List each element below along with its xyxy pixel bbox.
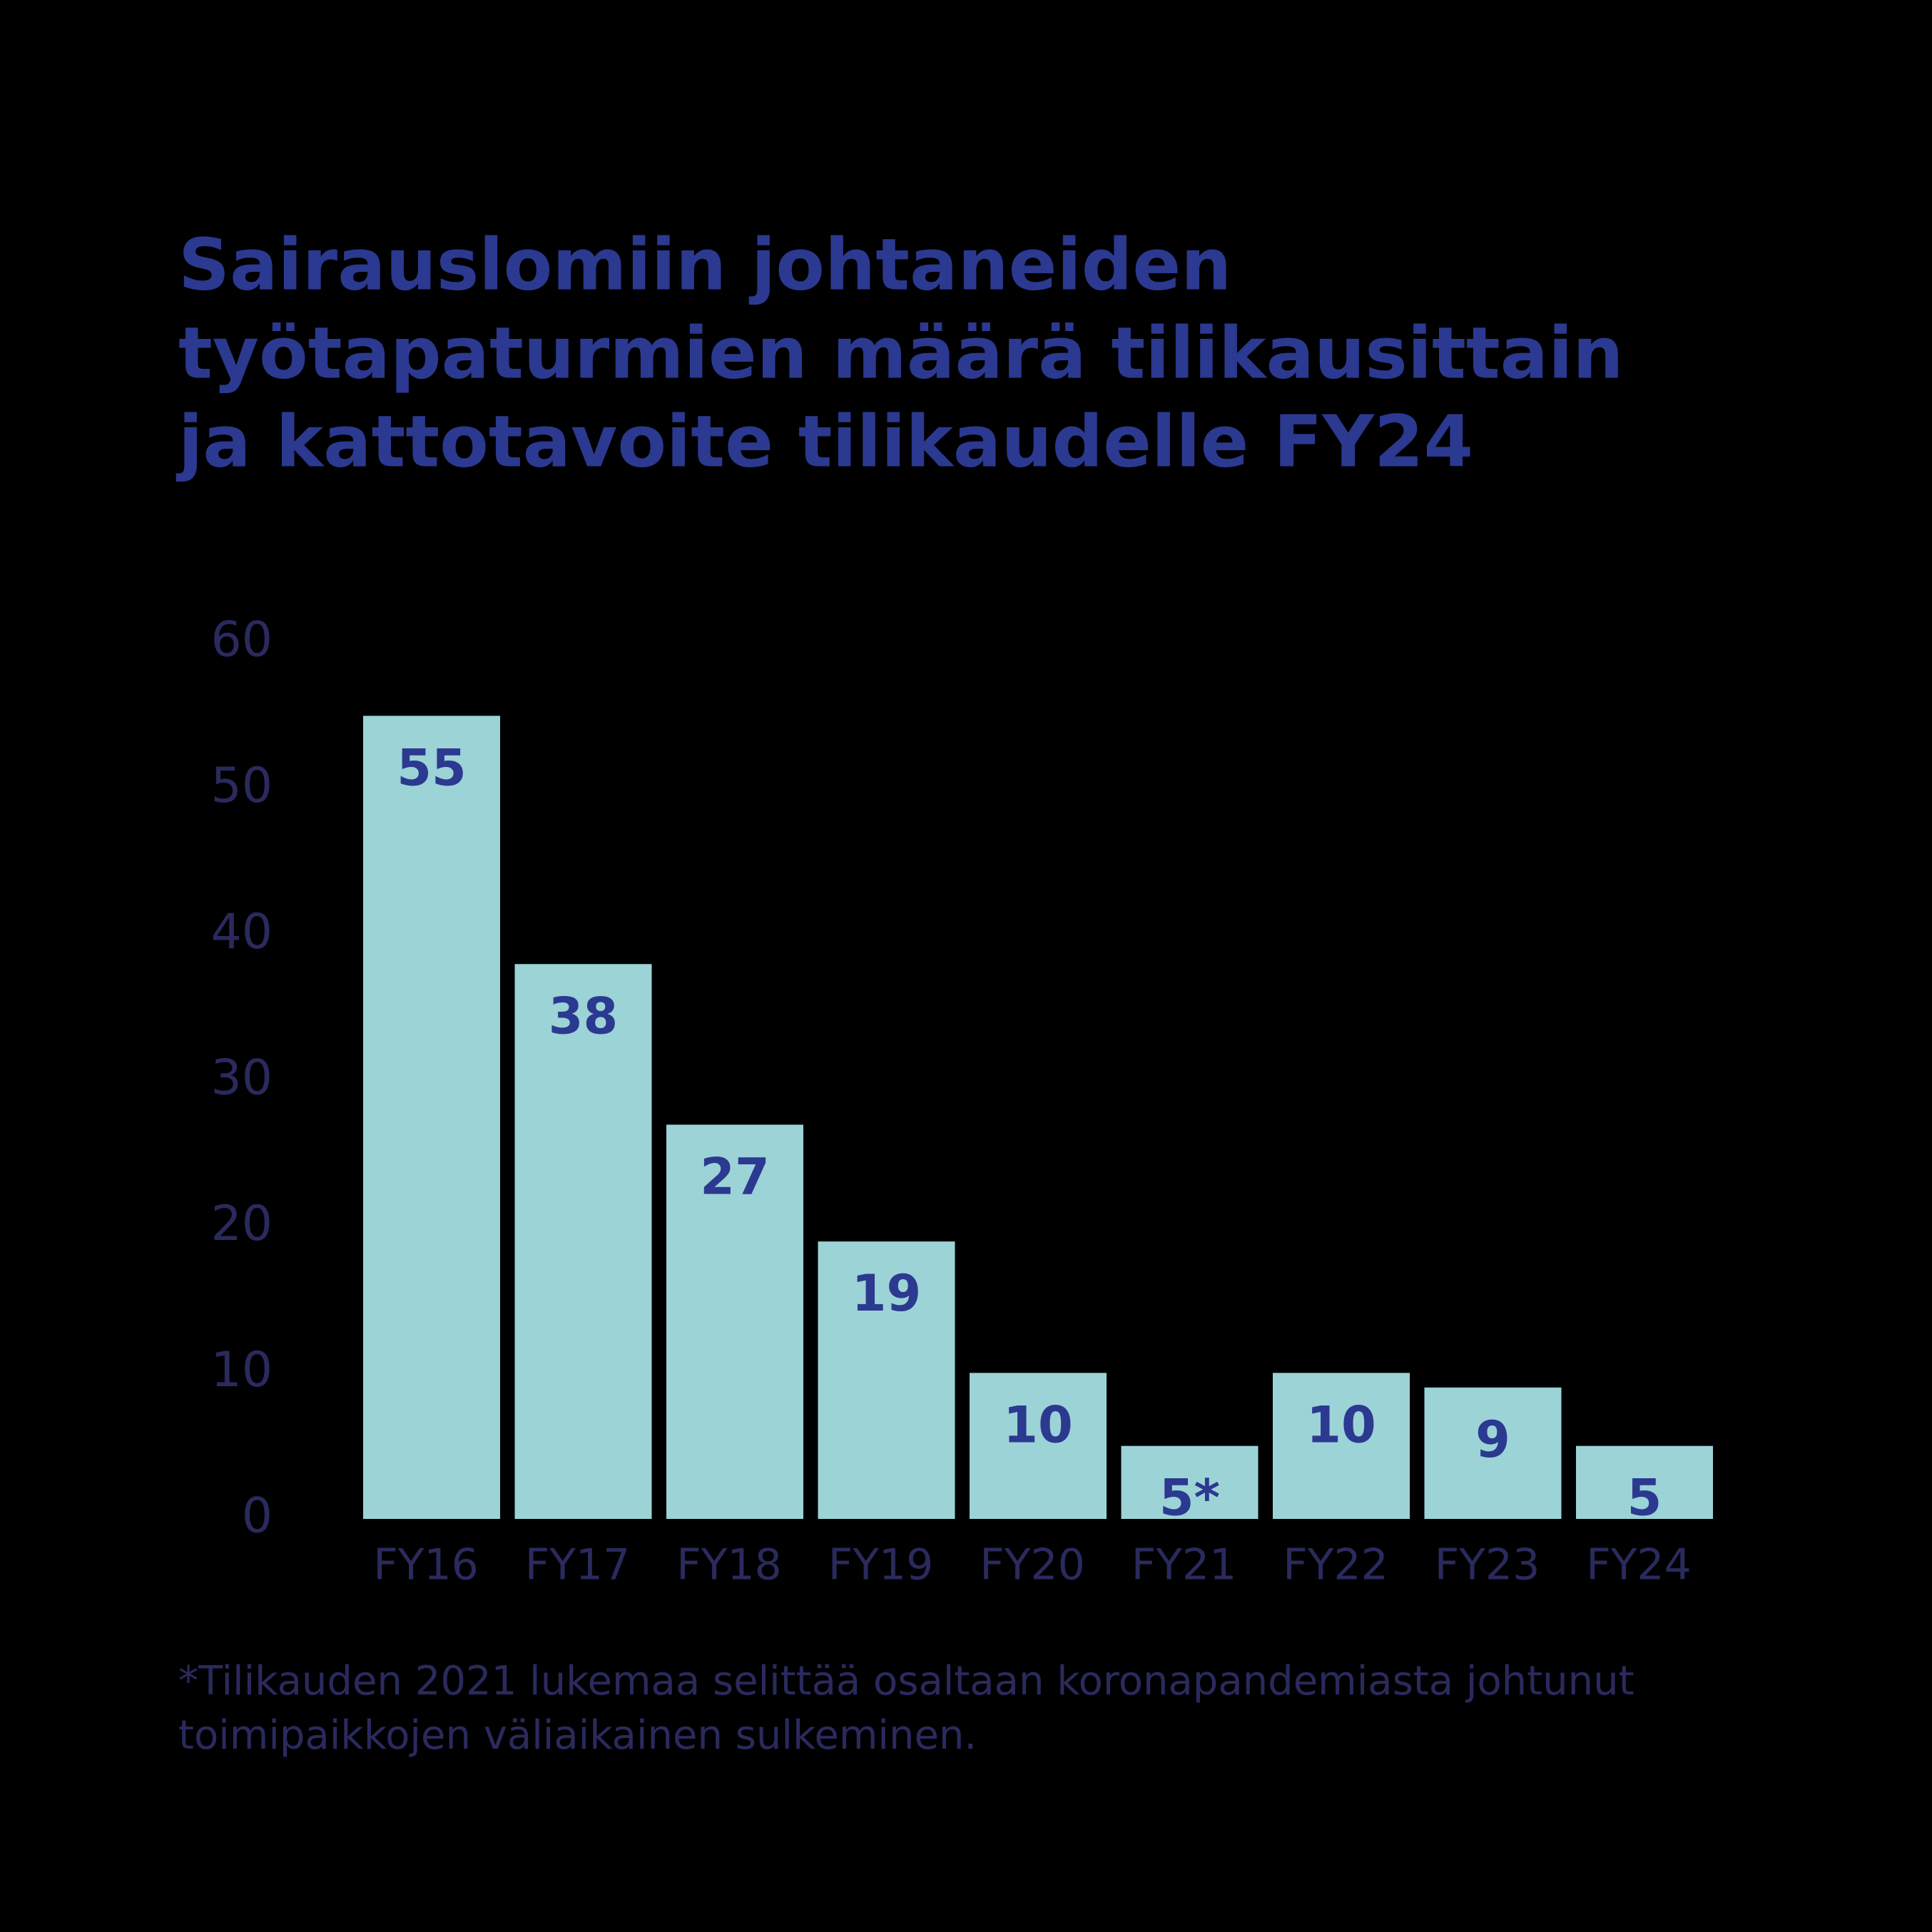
value-label: 9 bbox=[1475, 1410, 1510, 1469]
value-label: 10 bbox=[1306, 1395, 1376, 1454]
x-tick-label: FY19 bbox=[828, 1540, 934, 1590]
x-tick-label: FY20 bbox=[980, 1540, 1085, 1590]
y-tick-label: 50 bbox=[210, 758, 273, 814]
value-label: 27 bbox=[700, 1147, 769, 1206]
bar bbox=[1576, 1445, 1713, 1519]
x-tick-label: FY18 bbox=[676, 1540, 782, 1590]
value-label: 55 bbox=[397, 738, 466, 797]
x-tick-label: FY22 bbox=[1283, 1540, 1388, 1590]
value-label: 5 bbox=[1627, 1469, 1662, 1527]
bar bbox=[970, 1373, 1107, 1519]
bar bbox=[363, 716, 500, 1520]
y-tick-label: 0 bbox=[242, 1488, 273, 1545]
chart-title: Sairauslomiin johtaneiden bbox=[178, 223, 1231, 306]
y-tick-label: 30 bbox=[210, 1050, 273, 1107]
value-label: 38 bbox=[549, 987, 618, 1045]
bar bbox=[666, 1124, 803, 1519]
bar bbox=[1424, 1387, 1562, 1519]
footnote: toimipaikkojen väliaikainen sulkeminen. bbox=[178, 1712, 977, 1759]
bar bbox=[818, 1241, 955, 1519]
y-tick-label: 40 bbox=[210, 904, 273, 960]
y-tick-label: 20 bbox=[210, 1196, 273, 1252]
y-tick-label: 10 bbox=[210, 1342, 273, 1398]
footnote: *Tilikauden 2021 lukemaa selittää osalta… bbox=[178, 1658, 1634, 1704]
value-label: 19 bbox=[852, 1264, 921, 1323]
x-tick-label: FY23 bbox=[1435, 1540, 1540, 1590]
x-tick-label: FY24 bbox=[1586, 1540, 1692, 1590]
value-label: 5* bbox=[1159, 1469, 1220, 1527]
value-label: 10 bbox=[1003, 1395, 1072, 1454]
bar bbox=[1273, 1373, 1410, 1519]
x-tick-label: FY16 bbox=[373, 1540, 479, 1590]
x-tick-label: FY21 bbox=[1132, 1540, 1237, 1590]
bar bbox=[1121, 1445, 1259, 1519]
bar bbox=[514, 964, 652, 1519]
x-tick-label: FY17 bbox=[525, 1540, 631, 1590]
chart-title: ja kattotavoite tilikaudelle FY24 bbox=[176, 400, 1473, 483]
chart-title: työtapaturmien määrä tilikausittain bbox=[178, 311, 1624, 395]
y-tick-label: 60 bbox=[210, 612, 273, 668]
